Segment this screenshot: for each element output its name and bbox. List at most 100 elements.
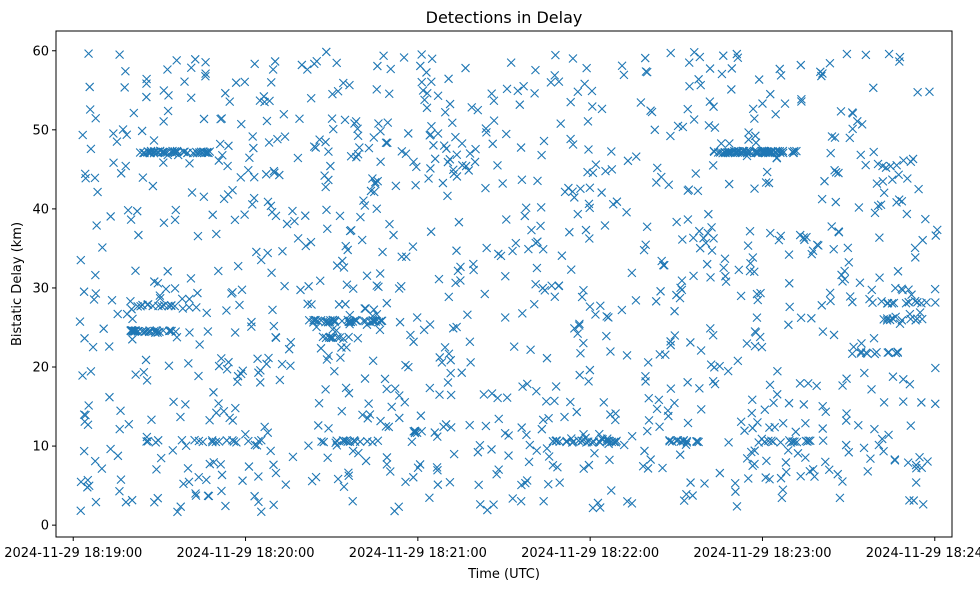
detection-point [683, 418, 693, 428]
detection-point [452, 246, 461, 256]
detection-point [489, 500, 498, 509]
detection-point [137, 327, 147, 336]
detection-point [847, 349, 857, 359]
detection-point [194, 436, 204, 446]
detection-point [374, 282, 383, 292]
detection-point [217, 150, 227, 160]
detection-point [309, 59, 319, 69]
detection-point [709, 234, 718, 243]
detection-point [382, 138, 392, 148]
detection-point [76, 255, 86, 265]
detection-point [78, 371, 87, 380]
detection-point [262, 116, 272, 126]
detection-point [417, 50, 427, 59]
detection-point [142, 375, 152, 385]
detection-point [389, 230, 398, 240]
detection-point [760, 437, 769, 447]
detection-point [754, 75, 764, 84]
detection-point [740, 426, 749, 436]
detection-point [800, 453, 810, 463]
detection-point [670, 306, 679, 316]
detection-point [440, 107, 450, 117]
detection-point [872, 179, 882, 188]
detection-point [385, 467, 395, 476]
detection-point [770, 422, 780, 432]
detection-point [170, 147, 180, 156]
detection-point [830, 133, 840, 143]
detection-point [256, 507, 266, 517]
detection-point [422, 88, 432, 98]
detection-point [910, 253, 920, 262]
detection-point [546, 77, 556, 87]
detection-point [286, 361, 295, 371]
detection-point [481, 124, 491, 133]
detection-point [149, 136, 159, 145]
detection-point [269, 321, 279, 331]
detection-point [303, 299, 313, 309]
detection-point [359, 196, 368, 206]
detection-point [685, 81, 694, 91]
detection-point [847, 108, 857, 117]
detection-point [566, 265, 576, 274]
detection-point [894, 170, 904, 180]
detection-point [379, 51, 388, 61]
detection-point [875, 273, 884, 283]
detection-point [679, 496, 689, 506]
detection-point [191, 302, 201, 312]
detection-point [834, 227, 844, 237]
detection-point [338, 78, 348, 88]
detection-point [538, 415, 548, 425]
detection-point [797, 94, 806, 104]
detection-point [362, 271, 372, 281]
detection-point [369, 187, 379, 197]
detection-point [176, 412, 185, 422]
detection-point [681, 489, 691, 499]
detection-point [410, 427, 420, 436]
detection-point [845, 292, 855, 301]
detection-point [594, 429, 604, 439]
detection-point [796, 313, 806, 323]
detection-point [446, 390, 456, 400]
detection-point [238, 366, 248, 376]
detection-point [433, 465, 442, 475]
detection-point [818, 436, 828, 446]
detection-point [83, 475, 93, 485]
detection-point [617, 61, 627, 71]
detection-point [201, 71, 210, 81]
detection-point [848, 124, 858, 134]
detection-point [328, 89, 337, 99]
detection-point [776, 437, 785, 447]
detection-point [791, 427, 801, 437]
detection-point [332, 58, 342, 68]
detection-point [578, 338, 588, 348]
detection-point [591, 310, 600, 319]
detection-point [375, 269, 385, 278]
detection-point [360, 374, 370, 383]
detection-point [670, 398, 679, 408]
detection-point [176, 502, 186, 512]
detection-point [184, 294, 194, 304]
detection-point [180, 399, 190, 409]
detection-point [642, 67, 652, 77]
detection-point [643, 358, 653, 367]
detection-point [500, 428, 510, 438]
detection-point [353, 333, 363, 343]
detection-point [818, 424, 828, 433]
detection-point [672, 217, 682, 227]
detection-point [133, 326, 143, 336]
detection-point [743, 474, 753, 483]
detection-point [844, 447, 854, 457]
detection-point [800, 235, 809, 245]
detection-point [369, 316, 378, 326]
detection-point [473, 105, 483, 115]
detection-point [723, 366, 733, 376]
detection-point [297, 60, 307, 70]
detection-point [765, 148, 775, 158]
detection-point [749, 114, 759, 123]
detection-point [396, 281, 406, 291]
detection-point [575, 319, 584, 329]
detection-point [611, 409, 620, 418]
y-tick-label: 30 [32, 281, 49, 296]
detection-point [693, 186, 703, 196]
detection-point [584, 376, 593, 386]
